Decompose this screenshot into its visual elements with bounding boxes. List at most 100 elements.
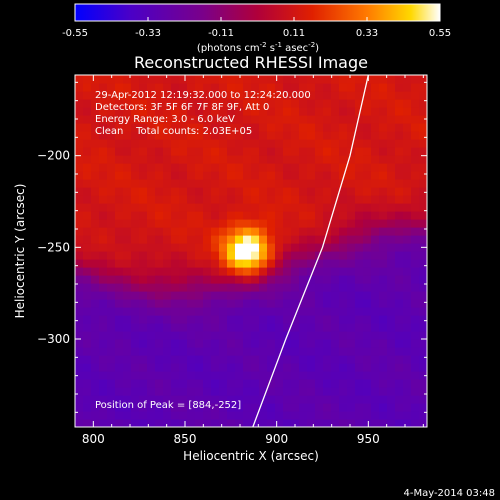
heatmap-cell [219,227,228,236]
heatmap-cell [195,251,204,260]
heatmap-cell [115,323,124,332]
heatmap-cell [179,83,188,92]
heatmap-cell [99,411,108,420]
heatmap-cell [339,115,348,124]
heatmap-cell [211,403,220,412]
heatmap-cell [411,131,420,140]
heatmap-cell [115,347,124,356]
heatmap-cell [91,187,100,196]
heatmap-cell [363,115,372,124]
heatmap-cell [395,259,404,268]
heatmap-cell [83,91,92,100]
heatmap-cell [371,203,380,212]
heatmap-cell [243,307,252,316]
heatmap-cell [387,99,396,108]
heatmap-cell [139,123,148,132]
heatmap-cell [211,99,220,108]
heatmap-cell [131,371,140,380]
heatmap-cell [139,283,148,292]
heatmap-cell [163,363,172,372]
heatmap-cell [363,147,372,156]
heatmap-cell [291,339,300,348]
heatmap-cell [275,395,284,404]
heatmap-cell [227,251,236,260]
heatmap-cell [419,227,427,236]
heatmap-cell [83,131,92,140]
heatmap-cell [403,371,412,380]
heatmap-cell [267,123,276,132]
heatmap-cell [179,379,188,388]
colorbar-tick-label: 0.33 [356,28,378,39]
heatmap-cell [163,379,172,388]
heatmap-cell [179,299,188,308]
heatmap-cell [235,75,244,84]
heatmap-cell [267,91,276,100]
heatmap-cell [371,147,380,156]
heatmap-cell [131,339,140,348]
heatmap-cell [379,419,388,427]
heatmap-cell [355,139,364,148]
heatmap-cell [155,203,164,212]
heatmap-cell [75,395,84,404]
heatmap-cell [83,251,92,260]
heatmap-cell [235,419,244,427]
heatmap-cell [219,171,228,180]
heatmap-cell [267,75,276,84]
heatmap-cell [307,91,316,100]
heatmap-cell [195,379,204,388]
heatmap-cell [211,83,220,92]
heatmap-cell [219,419,228,427]
heatmap-cell [187,323,196,332]
heatmap-cell [275,163,284,172]
heatmap-cell [155,395,164,404]
heatmap-cell [147,299,156,308]
heatmap-cell [187,251,196,260]
heatmap-cell [395,363,404,372]
heatmap-cell [131,75,140,84]
heatmap-cell [371,315,380,324]
heatmap-cell [275,171,284,180]
heatmap-cell [131,283,140,292]
heatmap-cell [107,131,116,140]
heatmap-cell [243,299,252,308]
heatmap-cell [283,131,292,140]
heatmap-cell [411,227,420,236]
heatmap-cell [331,307,340,316]
heatmap-cell [163,275,172,284]
heatmap-cell [243,83,252,92]
heatmap-cell [75,211,84,220]
heatmap-cell [347,163,356,172]
heatmap-cell [147,107,156,116]
heatmap-cell [371,267,380,276]
heatmap-cell [75,147,84,156]
heatmap-cell [219,275,228,284]
heatmap-cell [163,315,172,324]
heatmap-cell [323,307,332,316]
heatmap-cell [275,339,284,348]
heatmap-cell [259,115,268,124]
heatmap-cell [99,387,108,396]
heatmap-cell [387,379,396,388]
heatmap-cell [171,355,180,364]
heatmap-cell [411,203,420,212]
heatmap-cell [411,107,420,116]
heatmap-cell [275,203,284,212]
heatmap-cell [187,155,196,164]
heatmap-cell [419,331,427,340]
heatmap-cell [275,123,284,132]
heatmap-cell [411,347,420,356]
heatmap-cell [379,403,388,412]
heatmap-cell [379,227,388,236]
heatmap-cell [283,227,292,236]
heatmap-cell [307,235,316,244]
heatmap-cell [355,355,364,364]
heatmap-cell [163,299,172,308]
heatmap-cell [403,195,412,204]
heatmap-cell [291,195,300,204]
heatmap-cell [115,131,124,140]
colorbar-tick-label: -0.33 [135,28,161,39]
heatmap-cell [139,379,148,388]
heatmap-cell [419,403,427,412]
heatmap-cell [83,379,92,388]
heatmap-cell [83,283,92,292]
